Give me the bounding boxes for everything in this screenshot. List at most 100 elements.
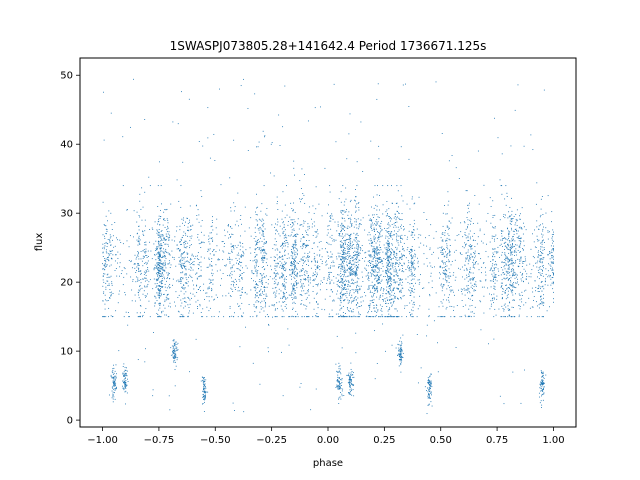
data-point (189, 219, 191, 221)
data-point (189, 247, 190, 249)
data-point (112, 316, 114, 317)
data-point (106, 265, 108, 267)
data-point (261, 282, 263, 284)
data-point (160, 263, 162, 265)
data-point (230, 268, 232, 270)
data-point (394, 281, 396, 283)
data-point (307, 223, 309, 225)
data-point (347, 244, 349, 246)
data-point (276, 248, 278, 250)
data-point (304, 220, 306, 222)
data-point (389, 275, 391, 277)
data-point (158, 288, 159, 290)
data-point (343, 316, 345, 318)
data-point (178, 200, 180, 202)
data-point (492, 263, 494, 265)
data-point (165, 290, 167, 292)
data-point (248, 227, 250, 229)
data-point (466, 269, 468, 271)
data-point (542, 304, 544, 306)
data-point (514, 251, 516, 253)
data-point (378, 316, 380, 318)
data-point (550, 265, 552, 267)
data-points (102, 78, 554, 415)
data-point (294, 303, 296, 304)
data-point (372, 241, 373, 243)
data-point (349, 273, 351, 275)
data-point (140, 316, 142, 318)
data-point (506, 288, 508, 290)
data-point (551, 234, 553, 236)
data-point (314, 264, 316, 266)
data-point (345, 283, 346, 285)
data-point (208, 241, 210, 243)
data-point (468, 211, 470, 213)
data-point (442, 254, 444, 255)
data-point (443, 248, 444, 250)
data-point (262, 224, 264, 226)
data-point (390, 294, 392, 296)
data-point (351, 316, 353, 318)
data-point (469, 202, 470, 204)
data-point (229, 307, 231, 309)
data-point (354, 282, 356, 284)
data-point (137, 254, 139, 256)
data-point (353, 232, 355, 234)
data-point (446, 281, 448, 283)
data-point (377, 249, 379, 251)
data-point (281, 258, 283, 260)
data-point (451, 217, 453, 219)
data-point (198, 276, 200, 278)
data-point (489, 293, 490, 295)
data-point (407, 247, 409, 249)
data-point (344, 259, 346, 260)
data-point (399, 256, 401, 258)
data-point (162, 272, 163, 274)
data-point (155, 297, 157, 299)
data-point (519, 271, 521, 273)
data-point (413, 291, 415, 293)
data-point (239, 280, 241, 282)
data-point (495, 267, 497, 268)
data-point (518, 227, 520, 229)
data-point (543, 267, 544, 269)
data-point (520, 259, 522, 261)
data-point (514, 240, 516, 242)
data-point (160, 216, 162, 218)
data-point (504, 259, 506, 260)
data-point (514, 274, 515, 276)
data-point (172, 284, 173, 286)
data-point (400, 240, 401, 242)
data-point (234, 312, 235, 314)
data-point (232, 290, 234, 292)
data-point (285, 298, 287, 299)
data-point (400, 257, 402, 258)
data-point (355, 304, 357, 305)
data-point (196, 278, 198, 280)
data-point (229, 316, 231, 318)
data-point (505, 284, 507, 286)
data-point (448, 261, 450, 263)
data-point (390, 286, 391, 288)
data-point (236, 280, 237, 282)
data-point (442, 305, 444, 307)
data-point (369, 316, 370, 317)
data-point (140, 270, 142, 272)
data-point (160, 247, 162, 249)
data-point (350, 274, 352, 276)
data-point (445, 276, 447, 278)
data-point (370, 274, 372, 276)
data-point (113, 246, 115, 248)
data-point (474, 262, 476, 264)
data-point (391, 299, 393, 301)
data-point (509, 222, 511, 224)
data-point (551, 269, 553, 271)
data-point (515, 282, 516, 284)
data-point (145, 272, 146, 274)
data-point (346, 307, 348, 308)
data-point (512, 244, 514, 246)
data-point (400, 242, 402, 243)
data-point (108, 259, 110, 261)
data-point (517, 236, 519, 238)
data-point (319, 255, 320, 257)
